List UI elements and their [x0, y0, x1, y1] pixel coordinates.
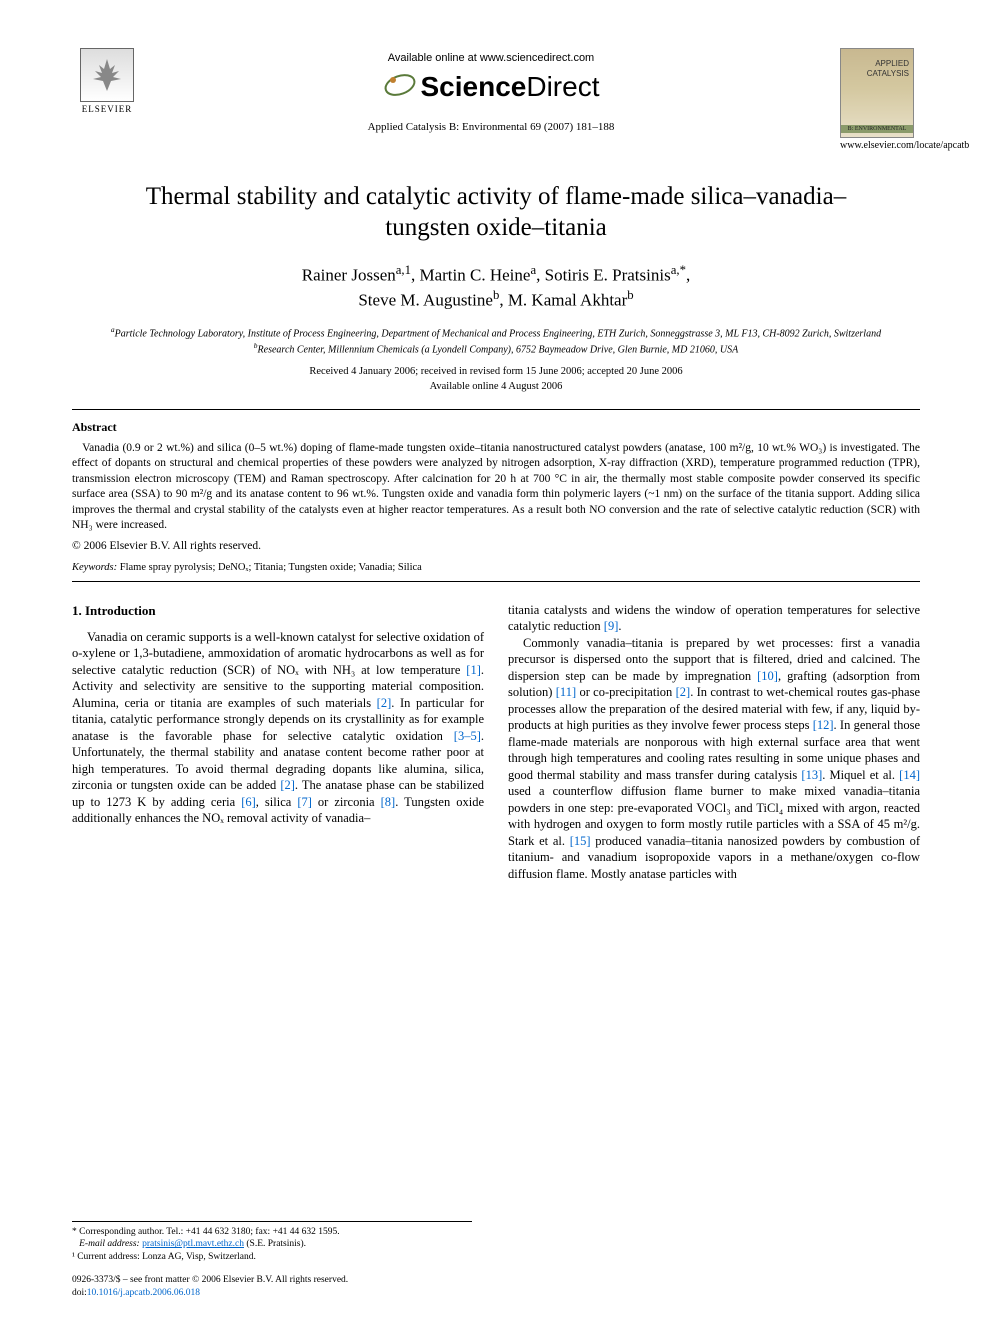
affiliations: aParticle Technology Laboratory, Institu… — [72, 325, 920, 358]
elsevier-tree-icon — [80, 48, 134, 102]
keywords: Keywords: Flame spray pyrolysis; DeNOₓ; … — [72, 562, 920, 573]
c2p1-a: titania catalysts and widens the window … — [508, 603, 920, 634]
received-dates: Received 4 January 2006; received in rev… — [309, 366, 682, 377]
cite-2[interactable]: [2] — [377, 696, 392, 710]
p1-seg-g: or zirconia — [312, 795, 381, 809]
column-right: titania catalysts and widens the window … — [508, 602, 920, 883]
abstract-top-rule — [72, 409, 920, 410]
header-row: ELSEVIER Available online at www.science… — [72, 48, 920, 151]
center-header: Available online at www.sciencedirect.co… — [142, 48, 840, 133]
cite-9[interactable]: [9] — [604, 619, 619, 633]
footnotes: * Corresponding author. Tel.: +41 44 632… — [72, 1221, 472, 1263]
author-5: , M. Kamal Akhtar — [499, 291, 627, 310]
author-1: Rainer Jossen — [302, 265, 396, 284]
sd-swoosh-icon — [383, 70, 417, 107]
keywords-list: Flame spray pyrolysis; DeNOₓ; Titania; T… — [117, 562, 422, 573]
online-date: Available online 4 August 2006 — [430, 381, 563, 392]
doi-line: doi:10.1016/j.apcatb.2006.06.018 — [72, 1287, 920, 1299]
cite-12[interactable]: [12] — [813, 718, 834, 732]
cite-2b[interactable]: [2] — [280, 778, 295, 792]
cite-1[interactable]: [1] — [466, 663, 481, 677]
abstract-text: Vanadia (0.9 or 2 wt.%) and silica (0–5 … — [72, 441, 920, 534]
doi-label: doi: — [72, 1288, 87, 1298]
cite-8[interactable]: [8] — [381, 795, 396, 809]
email-address[interactable]: pratsinis@ptl.mavt.ethz.ch — [142, 1239, 244, 1249]
page-footer: 0926-3373/$ – see front matter © 2006 El… — [72, 1274, 920, 1299]
c2p2-c: or co-precipitation — [576, 685, 675, 699]
cite-3-5[interactable]: [3–5] — [454, 729, 481, 743]
cite-10[interactable]: [10] — [757, 669, 778, 683]
column-left: 1. Introduction Vanadia on ceramic suppo… — [72, 602, 484, 883]
col2-paragraph-2: Commonly vanadia–titania is prepared by … — [508, 635, 920, 883]
issn-copyright: 0926-3373/$ – see front matter © 2006 El… — [72, 1274, 920, 1286]
sciencedirect-logo: ScienceDirect — [142, 70, 840, 107]
abstract-content: Vanadia (0.9 or 2 wt.%) and silica (0–5 … — [72, 442, 920, 532]
elsevier-logo: ELSEVIER — [72, 48, 142, 114]
cite-14[interactable]: [14] — [899, 768, 920, 782]
author-3-sup: a, — [671, 263, 680, 277]
author-5-sup: b — [627, 288, 633, 302]
cite-7[interactable]: [7] — [297, 795, 312, 809]
intro-paragraph-1: Vanadia on ceramic supports is a well-kn… — [72, 629, 484, 827]
elsevier-label: ELSEVIER — [72, 104, 142, 114]
sd-prefix: Science — [421, 71, 527, 102]
affil-b: Research Center, Millennium Chemicals (a… — [258, 344, 739, 355]
article-title: Thermal stability and catalytic activity… — [112, 181, 880, 244]
article-dates: Received 4 January 2006; received in rev… — [72, 365, 920, 394]
cover-thumbnail: APPLIED CATALYSIS B: ENVIRONMENTAL — [840, 48, 914, 138]
sd-suffix: Direct — [526, 71, 599, 102]
author-4: Steve M. Augustine — [358, 291, 493, 310]
cover-subtitle: B: ENVIRONMENTAL — [841, 125, 913, 133]
current-address-note: ¹ Current address: Lonza AG, Visp, Switz… — [72, 1251, 472, 1263]
cite-15[interactable]: [15] — [570, 834, 591, 848]
author-1-sup: a,1 — [396, 263, 411, 277]
cover-title: APPLIED CATALYSIS — [841, 59, 909, 78]
c2p1-b: . — [618, 619, 621, 633]
affil-a: Particle Technology Laboratory, Institut… — [115, 328, 881, 339]
p1-seg-a: Vanadia on ceramic supports is a well-kn… — [72, 630, 484, 677]
available-online-text: Available online at www.sciencedirect.co… — [142, 52, 840, 64]
cite-6[interactable]: [6] — [241, 795, 256, 809]
introduction-heading: 1. Introduction — [72, 602, 484, 619]
copyright-text: © 2006 Elsevier B.V. All rights reserved… — [72, 540, 920, 552]
journal-reference: Applied Catalysis B: Environmental 69 (2… — [142, 121, 840, 133]
email-line: E-mail address: pratsinis@ptl.mavt.ethz.… — [72, 1238, 472, 1250]
email-label: E-mail address: — [79, 1239, 140, 1249]
body-columns: 1. Introduction Vanadia on ceramic suppo… — [72, 602, 920, 883]
abstract-bottom-rule — [72, 581, 920, 582]
email-name: (S.E. Pratsinis). — [244, 1239, 306, 1249]
c2p2-f: . Miquel et al. — [822, 768, 899, 782]
cite-2c[interactable]: [2] — [676, 685, 691, 699]
p1-seg-f: , silica — [256, 795, 298, 809]
journal-cover: APPLIED CATALYSIS B: ENVIRONMENTAL www.e… — [840, 48, 920, 151]
cite-11[interactable]: [11] — [556, 685, 576, 699]
doi-value[interactable]: 10.1016/j.apcatb.2006.06.018 — [87, 1288, 200, 1298]
col2-continuation: titania catalysts and widens the window … — [508, 602, 920, 635]
author-3: , Sotiris E. Pratsinis — [536, 265, 671, 284]
corresponding-star: * — [680, 263, 686, 277]
keywords-label: Keywords: — [72, 562, 117, 573]
abstract-heading: Abstract — [72, 420, 920, 435]
author-2: , Martin C. Heine — [411, 265, 530, 284]
corresponding-author-note: * Corresponding author. Tel.: +41 44 632… — [72, 1226, 472, 1238]
journal-url: www.elsevier.com/locate/apcatb — [840, 140, 920, 151]
cite-13[interactable]: [13] — [801, 768, 822, 782]
authors: Rainer Jossena,1, Martin C. Heinea, Soti… — [72, 262, 920, 313]
